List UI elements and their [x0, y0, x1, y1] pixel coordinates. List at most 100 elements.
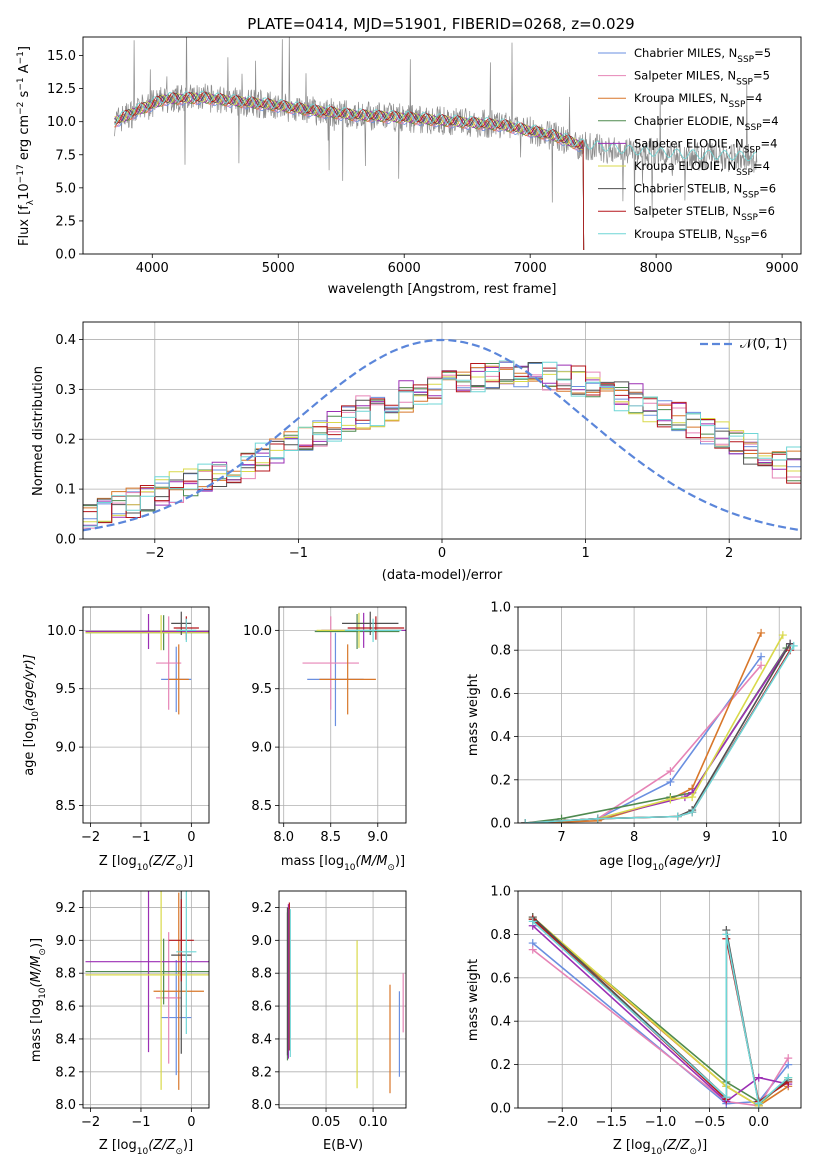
label-part: Chabrier ELODIE, N [634, 114, 745, 128]
label-part: )] [697, 1138, 707, 1153]
legend-label-8: Salpeter STELIB, NSSP=6 [634, 204, 775, 223]
x-tick-label: 0.10 [359, 1115, 388, 1130]
label-part: s [17, 90, 32, 101]
y-tick-label: 8.8 [55, 967, 76, 982]
label-part: (Z/Z [148, 854, 176, 869]
label-part: 10 [137, 1147, 149, 1157]
legend-label-5: Salpeter ELODIE, NSSP=4 [634, 136, 777, 155]
label-part: =4 [761, 136, 778, 150]
grid [279, 607, 406, 823]
y-tick-label: 7.5 [55, 148, 76, 163]
label-part: Chabrier MILES, N [634, 46, 737, 60]
label-part: SSP [737, 55, 754, 65]
mass-vs-extinction-panel: 0.05 0.10 8.0 8.2 8.4 8.6 8.8 9.0 9.2 E(B-V) [251, 890, 407, 1153]
y-tick-label: 0.0 [490, 1102, 511, 1117]
label-part: 10 [651, 1147, 663, 1157]
y-tick-label: 8.5 [55, 799, 76, 814]
label-part: 10 [652, 863, 664, 873]
y-tick-label: 8.6 [251, 1000, 272, 1015]
age-vs-mass-panel: 8.0 8.5 9.0 8.5 9.0 9.5 10.0 mass [log10(M/M⊙)] [243, 606, 407, 873]
mass-weight-marker [789, 641, 798, 650]
x-tick-label: −2 [145, 546, 164, 561]
x-tick-label: 7 [557, 830, 565, 845]
mass-weight-marker [688, 793, 697, 802]
y-tick-label: 2.5 [55, 214, 76, 229]
label-part: =4 [762, 114, 779, 128]
label-part: SSP [736, 78, 753, 88]
axes-frame [82, 36, 802, 255]
plot-area [83, 338, 801, 532]
mass-weight-line-2 [525, 664, 762, 823]
y-tick-label: 8.4 [55, 1032, 76, 1047]
legend-label-7: Chabrier STELIB, NSSP=6 [634, 182, 776, 201]
mass-weight-line-5 [532, 925, 789, 1103]
y-axis-label: mass [log10(M/M⊙)] [29, 938, 48, 1062]
label-part: −1 [16, 51, 26, 64]
label-part: mass [log [29, 999, 44, 1062]
x-axis-label: (data-model)/error [382, 568, 503, 583]
axes-frame [278, 606, 407, 824]
x-tick-label: −2.0 [546, 1115, 578, 1130]
x-tick-label: 4000 [136, 261, 169, 276]
mass-weight-line-3 [525, 632, 762, 823]
label-part: SSP [744, 145, 761, 155]
y-tick-label: 9.5 [55, 682, 76, 697]
legend-label-1: Chabrier MILES, NSSP=5 [634, 46, 771, 65]
y-tick-label: 0.1 [55, 483, 76, 498]
y-tick-label: 9.5 [251, 682, 272, 697]
label-part: )] [183, 1138, 193, 1153]
y-tick-label: 8.8 [251, 967, 272, 982]
model-spectrum-line-3 [114, 94, 585, 251]
plot-area [302, 611, 406, 727]
y-tick-label: 10.0 [47, 115, 76, 130]
label-part: )] [183, 854, 193, 869]
x-tick-label: 5000 [262, 261, 295, 276]
label-part: A [17, 64, 32, 77]
x-tick-label: 0.05 [312, 1115, 341, 1130]
x-tick-label: 0 [187, 1115, 195, 1130]
x-tick-label: −1 [131, 830, 150, 845]
label-part: ⊙ [175, 863, 183, 873]
x-tick-label: −1.5 [596, 1115, 628, 1130]
label-part: ⊙ [175, 1147, 183, 1157]
mass-weight-marker [784, 1073, 793, 1082]
x-tick-label: −0.5 [694, 1115, 726, 1130]
label-part: SSP [734, 236, 751, 246]
y-tick-label: 9.2 [55, 901, 76, 916]
x-tick-label: 6000 [388, 261, 421, 276]
x-tick-label: −1.0 [645, 1115, 677, 1130]
y-tick-label: 9.0 [251, 934, 272, 949]
mass-weight-marker [754, 1099, 763, 1108]
y-axis-label: mass weight [466, 959, 481, 1041]
mass-vs-metallicity-panel: −2 −1 08.08.28.48.68.89.09.2Z [log10(Z/Z⊙)… [29, 890, 210, 1157]
legend-label-4: Chabrier ELODIE, NSSP=4 [634, 114, 779, 133]
label-part: =4 [745, 91, 762, 105]
label-part: 10 [38, 987, 48, 999]
label-part: λ [26, 199, 36, 205]
y-tick-label: 0.6 [490, 687, 511, 702]
x-tick-label: 0 [438, 546, 446, 561]
y-tick-label: 9.0 [55, 934, 76, 949]
y-tick-label: 15.0 [47, 49, 76, 64]
y-tick-label: 10.0 [47, 624, 76, 639]
label-part: age [log [22, 723, 37, 776]
axes-frame [278, 890, 407, 1109]
y-tick-label: 0.0 [55, 248, 76, 263]
plot-area [85, 891, 209, 1090]
plot-area [528, 913, 793, 1108]
histogram-9 [83, 360, 801, 527]
plot-area [114, 37, 758, 251]
label-part: (M/M [29, 956, 44, 988]
mass-weight-marker [754, 1073, 763, 1082]
y-tick-label: 1.0 [490, 885, 511, 900]
label-part: =4 [753, 159, 770, 173]
label-part: Salpeter ELODIE, N [634, 136, 744, 150]
label-part: Kroupa STELIB, N [634, 227, 734, 241]
label-part: −1 [16, 77, 26, 90]
y-tick-label: 1.0 [490, 601, 511, 616]
label-part: (age/yr)] [22, 654, 37, 711]
y-tick-label: 9.0 [251, 741, 272, 756]
